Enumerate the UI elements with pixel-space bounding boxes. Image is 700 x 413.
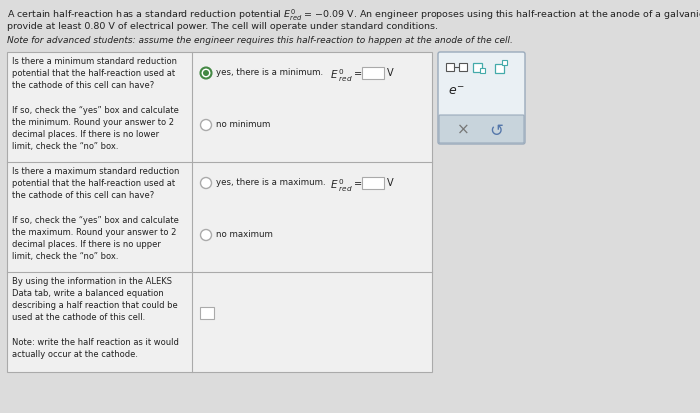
Text: $E\:^{0}_{red}$: $E\:^{0}_{red}$ xyxy=(330,67,353,84)
Text: Is there a maximum standard reduction
potential that the half-reaction used at
t: Is there a maximum standard reduction po… xyxy=(12,167,179,261)
Text: yes, there is a minimum.: yes, there is a minimum. xyxy=(216,68,323,77)
FancyBboxPatch shape xyxy=(439,115,524,143)
FancyBboxPatch shape xyxy=(362,177,384,189)
Text: V: V xyxy=(387,178,393,188)
Text: no maximum: no maximum xyxy=(216,230,273,239)
FancyBboxPatch shape xyxy=(438,52,525,144)
FancyBboxPatch shape xyxy=(495,64,504,73)
Text: yes, there is a maximum.: yes, there is a maximum. xyxy=(216,178,326,187)
Text: ↺: ↺ xyxy=(489,122,503,140)
FancyBboxPatch shape xyxy=(459,63,467,71)
Circle shape xyxy=(200,67,211,78)
Text: V: V xyxy=(387,68,393,78)
Text: By using the information in the ALEKS
Data tab, write a balanced equation
descri: By using the information in the ALEKS Da… xyxy=(12,277,179,359)
Text: $E\:^{0}_{red}$: $E\:^{0}_{red}$ xyxy=(330,177,353,194)
Circle shape xyxy=(203,70,209,76)
Circle shape xyxy=(200,119,211,131)
FancyBboxPatch shape xyxy=(7,52,432,372)
FancyBboxPatch shape xyxy=(502,60,507,65)
FancyBboxPatch shape xyxy=(446,63,454,71)
Text: A certain half-reaction has a standard reduction potential $E^{0}_{red}$ = −0.09: A certain half-reaction has a standard r… xyxy=(7,8,700,23)
FancyBboxPatch shape xyxy=(480,68,485,73)
Text: ×: × xyxy=(457,122,470,137)
FancyBboxPatch shape xyxy=(473,63,482,72)
Text: no minimum: no minimum xyxy=(216,120,270,129)
Text: =: = xyxy=(354,69,362,79)
Text: provide at least 0.80 V of electrical power. The cell will operate under standar: provide at least 0.80 V of electrical po… xyxy=(7,22,438,31)
Circle shape xyxy=(200,178,211,188)
Circle shape xyxy=(200,230,211,240)
Text: $\mathit{e}^{-}$: $\mathit{e}^{-}$ xyxy=(448,85,465,98)
FancyBboxPatch shape xyxy=(200,307,214,319)
Text: =: = xyxy=(354,179,362,189)
Text: Is there a minimum standard reduction
potential that the half-reaction used at
t: Is there a minimum standard reduction po… xyxy=(12,57,179,151)
Text: Note for advanced students: assume the engineer requires this half-reaction to h: Note for advanced students: assume the e… xyxy=(7,36,513,45)
FancyBboxPatch shape xyxy=(362,67,384,79)
